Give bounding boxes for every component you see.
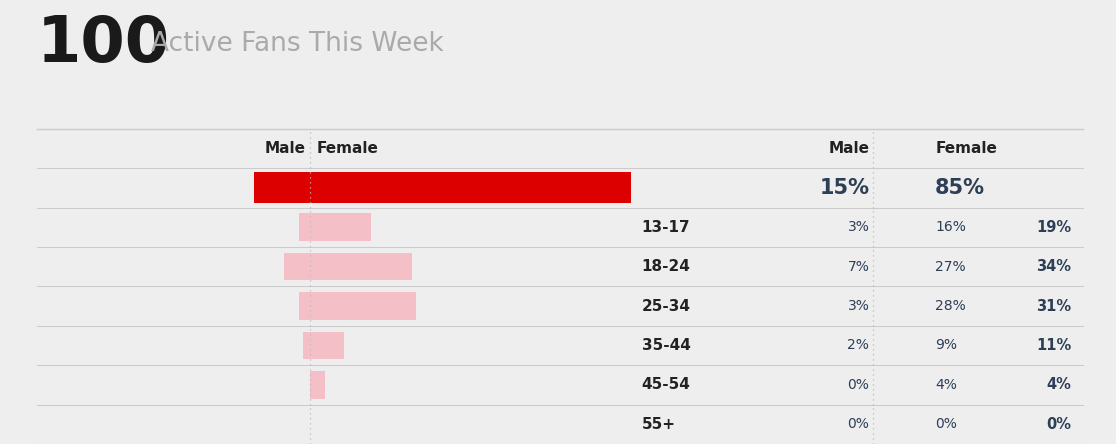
Text: 0%: 0% <box>847 378 869 392</box>
Bar <box>310 371 326 399</box>
Text: Active Fans This Week: Active Fans This Week <box>151 31 443 57</box>
Bar <box>310 173 631 203</box>
Text: 55+: 55+ <box>642 417 675 432</box>
Bar <box>310 332 344 359</box>
Bar <box>299 214 310 241</box>
Text: 0%: 0% <box>847 417 869 431</box>
Bar <box>283 253 310 281</box>
Text: Male: Male <box>264 141 306 156</box>
Text: Female: Female <box>935 141 997 156</box>
Text: 15%: 15% <box>819 178 869 198</box>
Text: Male: Male <box>828 141 869 156</box>
Text: 13-17: 13-17 <box>642 220 691 235</box>
Text: 0%: 0% <box>1047 417 1071 432</box>
Text: 100: 100 <box>37 13 170 75</box>
Text: 9%: 9% <box>935 338 958 353</box>
Text: 4%: 4% <box>935 378 958 392</box>
Text: 2%: 2% <box>847 338 869 353</box>
Bar <box>310 214 371 241</box>
Bar <box>310 292 416 320</box>
Text: 3%: 3% <box>847 220 869 234</box>
Bar <box>253 173 310 203</box>
Bar <box>302 332 310 359</box>
Text: 25-34: 25-34 <box>642 298 691 313</box>
Bar <box>310 253 412 281</box>
Text: 35-44: 35-44 <box>642 338 691 353</box>
Text: 4%: 4% <box>1047 377 1071 392</box>
Text: 18-24: 18-24 <box>642 259 691 274</box>
Text: 31%: 31% <box>1037 298 1071 313</box>
Text: 3%: 3% <box>847 299 869 313</box>
Text: 11%: 11% <box>1036 338 1071 353</box>
Text: 27%: 27% <box>935 260 965 274</box>
Text: Female: Female <box>317 141 378 156</box>
Bar <box>299 292 310 320</box>
Text: 16%: 16% <box>935 220 966 234</box>
Text: 45-54: 45-54 <box>642 377 691 392</box>
Text: 19%: 19% <box>1037 220 1071 235</box>
Text: 28%: 28% <box>935 299 966 313</box>
Text: 0%: 0% <box>935 417 958 431</box>
Text: 7%: 7% <box>847 260 869 274</box>
Text: 85%: 85% <box>935 178 985 198</box>
Text: 34%: 34% <box>1037 259 1071 274</box>
